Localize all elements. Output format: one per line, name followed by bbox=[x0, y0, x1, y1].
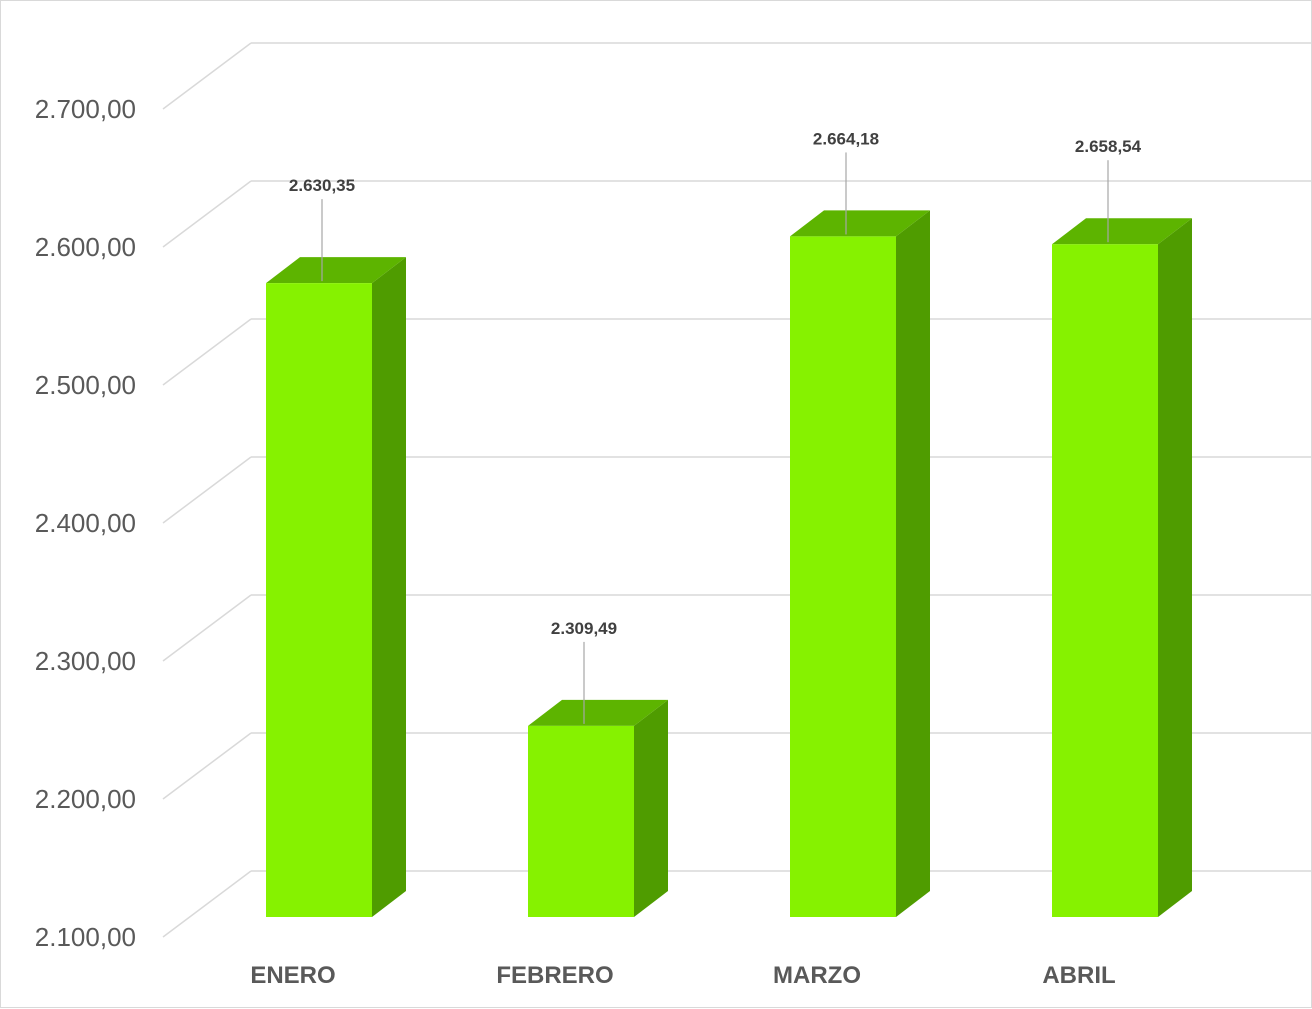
y-axis-ticks: 2.100,00 2.200,00 2.300,00 2.400,00 2.500,00… bbox=[35, 94, 136, 952]
bar-marzo: 2.664,18 bbox=[790, 129, 930, 918]
bars: 2.630,35 2.309,49 2.664,18 2.658,54 bbox=[266, 129, 1192, 918]
y-tick-label: 2.100,00 bbox=[35, 922, 136, 952]
bar-top bbox=[1052, 218, 1192, 245]
x-category-label: FEBRERO bbox=[496, 962, 613, 989]
bar-front bbox=[790, 236, 896, 918]
bar-front bbox=[266, 283, 372, 917]
x-axis-categories: ENERO FEBRERO MARZO ABRIL bbox=[250, 962, 1115, 989]
bar-side bbox=[896, 210, 930, 918]
bar-top bbox=[266, 257, 406, 284]
bar-top bbox=[528, 699, 668, 726]
gridline-side-2 bbox=[162, 594, 252, 662]
data-label: 2.664,18 bbox=[813, 129, 879, 148]
x-category-label: ABRIL bbox=[1042, 962, 1115, 989]
gridline-side-0 bbox=[162, 870, 252, 938]
gridline-side-1 bbox=[162, 732, 252, 800]
y-tick-label: 2.300,00 bbox=[35, 646, 136, 676]
data-label: 2.630,35 bbox=[289, 176, 355, 195]
y-tick-label: 2.700,00 bbox=[35, 94, 136, 124]
bar-front bbox=[1052, 244, 1158, 918]
y-tick-label: 2.600,00 bbox=[35, 232, 136, 262]
x-category-label: ENERO bbox=[250, 962, 335, 989]
y-tick-label: 2.200,00 bbox=[35, 784, 136, 814]
bar-side bbox=[1158, 218, 1192, 918]
bar-side bbox=[372, 257, 406, 917]
gridline-side-6 bbox=[162, 42, 252, 110]
bar-top bbox=[790, 210, 930, 237]
data-label: 2.658,54 bbox=[1075, 137, 1142, 156]
gridline-side-3 bbox=[162, 456, 252, 524]
gridline-side-4 bbox=[162, 318, 252, 386]
bar-abril: 2.658,54 bbox=[1052, 137, 1192, 918]
y-tick-label: 2.500,00 bbox=[35, 370, 136, 400]
bar-front bbox=[528, 725, 634, 917]
bar-febrero: 2.309,49 bbox=[528, 619, 668, 917]
y-tick-label: 2.400,00 bbox=[35, 508, 136, 538]
bar-side bbox=[634, 699, 668, 917]
bar-enero: 2.630,35 bbox=[266, 176, 406, 917]
gridline-side-5 bbox=[162, 180, 252, 248]
data-label: 2.309,49 bbox=[551, 619, 617, 638]
x-category-label: MARZO bbox=[773, 962, 861, 989]
